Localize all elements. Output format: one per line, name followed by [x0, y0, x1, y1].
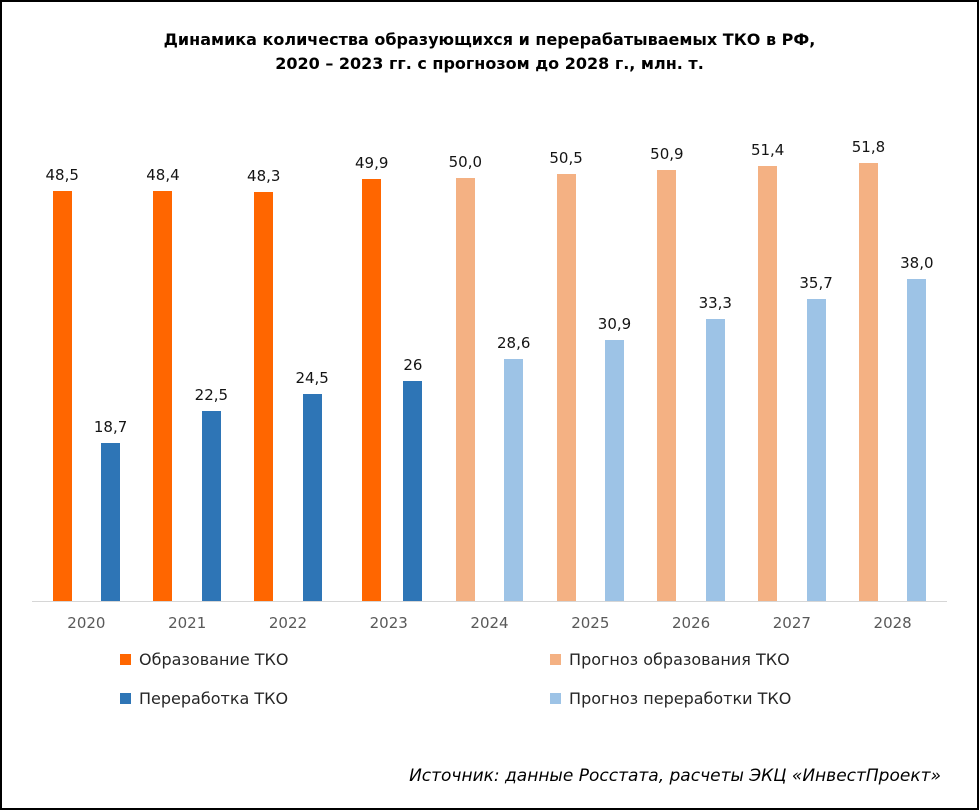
- bar-column: 50,0: [449, 132, 482, 601]
- bar: [153, 191, 173, 601]
- bar-value-label: 30,9: [597, 315, 632, 333]
- legend-item: Переработка ТКО: [120, 689, 550, 708]
- bar-value-label: 38,0: [900, 254, 934, 272]
- bar: [758, 166, 778, 601]
- legend-item: Прогноз переработки ТКО: [550, 689, 947, 708]
- source-note: Источник: данные Росстата, расчеты ЭКЦ «…: [409, 766, 941, 786]
- bar: [201, 411, 221, 601]
- x-axis-label: 2027: [772, 614, 811, 632]
- bar-group: 49,9 26: [338, 132, 439, 601]
- bar-value-label: 18,7: [93, 418, 128, 436]
- chart-title: Динамика количества образующихся и перер…: [32, 28, 947, 76]
- bar-value-label: 50,9: [650, 145, 684, 163]
- bar-column: 30,9: [598, 132, 631, 601]
- bar: [705, 319, 725, 601]
- bar-group: 50,0 28,6: [439, 132, 540, 601]
- bar-column: 28,6: [497, 132, 530, 601]
- bar-value-label: 51,8: [851, 138, 886, 156]
- legend-label: Переработка ТКО: [139, 689, 289, 708]
- bar: [362, 179, 382, 601]
- bar-value-label: 48,5: [45, 166, 79, 184]
- x-axis-labels: 2020 2021 2022 2023 2024 2025 2026 2027 2028: [32, 614, 947, 632]
- bar-column: 24,5: [295, 132, 329, 601]
- x-axis-label: 2024: [470, 614, 509, 632]
- legend-item: Прогноз образования ТКО: [550, 650, 947, 669]
- bar: [254, 192, 274, 601]
- legend-label: Прогноз образования ТКО: [569, 650, 790, 669]
- x-axis-label: 2028: [873, 614, 912, 632]
- bar-column: 48,3: [247, 132, 280, 601]
- bar-value-label: 33,3: [698, 294, 732, 312]
- chart-title-line2: 2020 – 2023 гг. с прогнозом до 2028 г., …: [275, 54, 704, 73]
- chart-title-line1: Динамика количества образующихся и перер…: [163, 30, 816, 49]
- bar-column: 49,9: [355, 132, 388, 601]
- bar-value-label: 50,5: [549, 149, 583, 167]
- bar-group: 48,5 18,7: [36, 132, 137, 601]
- x-axis-label: 2026: [671, 614, 711, 632]
- bar: [504, 359, 524, 601]
- legend-item: Образование ТКО: [120, 650, 550, 669]
- bar: [455, 178, 475, 601]
- bar-value-label: 26: [403, 356, 423, 374]
- bar-column: 35,7: [799, 132, 833, 601]
- x-axis-label: 2020: [67, 614, 106, 632]
- x-axis-label: 2021: [168, 614, 207, 632]
- bar-value-label: 49,9: [354, 154, 389, 172]
- bar-value-label: 51,4: [750, 141, 785, 159]
- legend-swatch-icon: [120, 693, 131, 704]
- bar-value-label: 48,4: [146, 166, 180, 184]
- bar-column: 50,9: [650, 132, 684, 601]
- plot-area: 48,5 18,7 48,4 22,5 48,3 24,5 49,9 26 50,0 28,6 50…: [32, 132, 947, 602]
- bar: [907, 279, 927, 601]
- bar-value-label: 50,0: [448, 153, 483, 171]
- bar-group: 48,4 22,5: [137, 132, 238, 601]
- bar-column: 18,7: [94, 132, 127, 601]
- bar-column: 51,8: [852, 132, 885, 601]
- bar: [657, 170, 677, 601]
- bar: [858, 163, 878, 601]
- bar-group: 51,4 35,7: [741, 132, 842, 601]
- legend-label: Прогноз переработки ТКО: [569, 689, 792, 708]
- bar: [52, 191, 72, 601]
- bar-column: 50,5: [549, 132, 583, 601]
- bar-value-label: 35,7: [799, 274, 833, 292]
- bar-column: 51,4: [751, 132, 784, 601]
- bar-column: 26: [403, 132, 422, 601]
- bar: [806, 299, 826, 601]
- legend-swatch-icon: [550, 693, 562, 704]
- bar-value-label: 24,5: [295, 369, 329, 387]
- bar-group: 50,5 30,9: [540, 132, 641, 601]
- legend-swatch-icon: [120, 654, 131, 665]
- bar: [101, 443, 121, 601]
- bar-value-label: 28,6: [497, 334, 531, 352]
- bar: [403, 381, 423, 601]
- legend-label: Образование ТКО: [139, 650, 289, 669]
- x-axis-label: 2025: [571, 614, 610, 632]
- bar-group: 48,3 24,5: [238, 132, 339, 601]
- bar-column: 38,0: [900, 132, 934, 601]
- bar: [605, 340, 624, 601]
- bar: [556, 174, 576, 601]
- bar-column: 48,4: [146, 132, 180, 601]
- bar-group: 51,8 38,0: [842, 132, 943, 601]
- bar-column: 22,5: [195, 132, 228, 601]
- x-axis-label: 2022: [268, 614, 308, 632]
- bar: [302, 394, 322, 601]
- bar-column: 48,5: [45, 132, 79, 601]
- legend-swatch-icon: [550, 654, 562, 665]
- bar-column: 33,3: [699, 132, 732, 601]
- bar-value-label: 48,3: [247, 167, 281, 185]
- bar-value-label: 22,5: [194, 386, 229, 404]
- bar-group: 50,9 33,3: [641, 132, 742, 601]
- x-axis-label: 2023: [369, 614, 408, 632]
- legend: Образование ТКО Прогноз образования ТКО Пе…: [32, 650, 947, 708]
